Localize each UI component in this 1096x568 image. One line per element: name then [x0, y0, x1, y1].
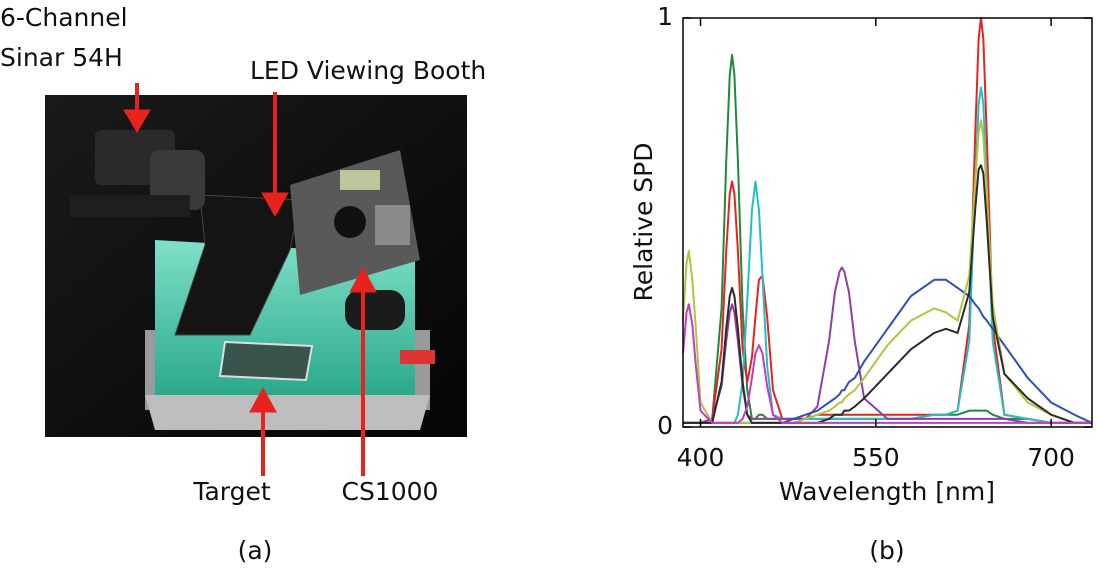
caption: (a) — [238, 536, 273, 565]
clamp — [400, 350, 435, 364]
y-tick-label: 1 — [657, 2, 673, 31]
label: LED Viewing Booth — [250, 56, 486, 85]
y-tick-label: 0 — [657, 411, 673, 440]
label: Sinar 54H — [0, 43, 123, 72]
label: 6-Channel — [0, 3, 128, 32]
label: CS1000 — [342, 477, 439, 506]
figure: 6-Channel Sinar 54H LED Viewing Booth Ta… — [0, 0, 1096, 568]
booth-front — [145, 395, 430, 430]
series-line — [683, 165, 1092, 423]
meter-stand — [345, 290, 405, 330]
color-target — [220, 342, 312, 380]
x-axis-label: Wavelength [nm] — [779, 477, 995, 506]
chart: Wavelength [nm] Relative SPD (b) 400 550 7… — [629, 2, 1092, 565]
photo — [45, 95, 467, 437]
caption: (b) — [869, 536, 904, 565]
y-axis-label: Relative SPD — [629, 143, 658, 302]
x-tick-label: 400 — [677, 443, 725, 472]
x-tick-label: 700 — [1027, 443, 1075, 472]
camera-mount — [70, 195, 190, 217]
meter-lens — [334, 206, 366, 238]
meter-display — [340, 170, 380, 190]
meter-keypad — [375, 205, 410, 245]
series-line — [683, 120, 1092, 423]
x-tick-label: 550 — [852, 443, 900, 472]
plot-area — [683, 18, 1092, 423]
label: Target — [192, 477, 271, 506]
